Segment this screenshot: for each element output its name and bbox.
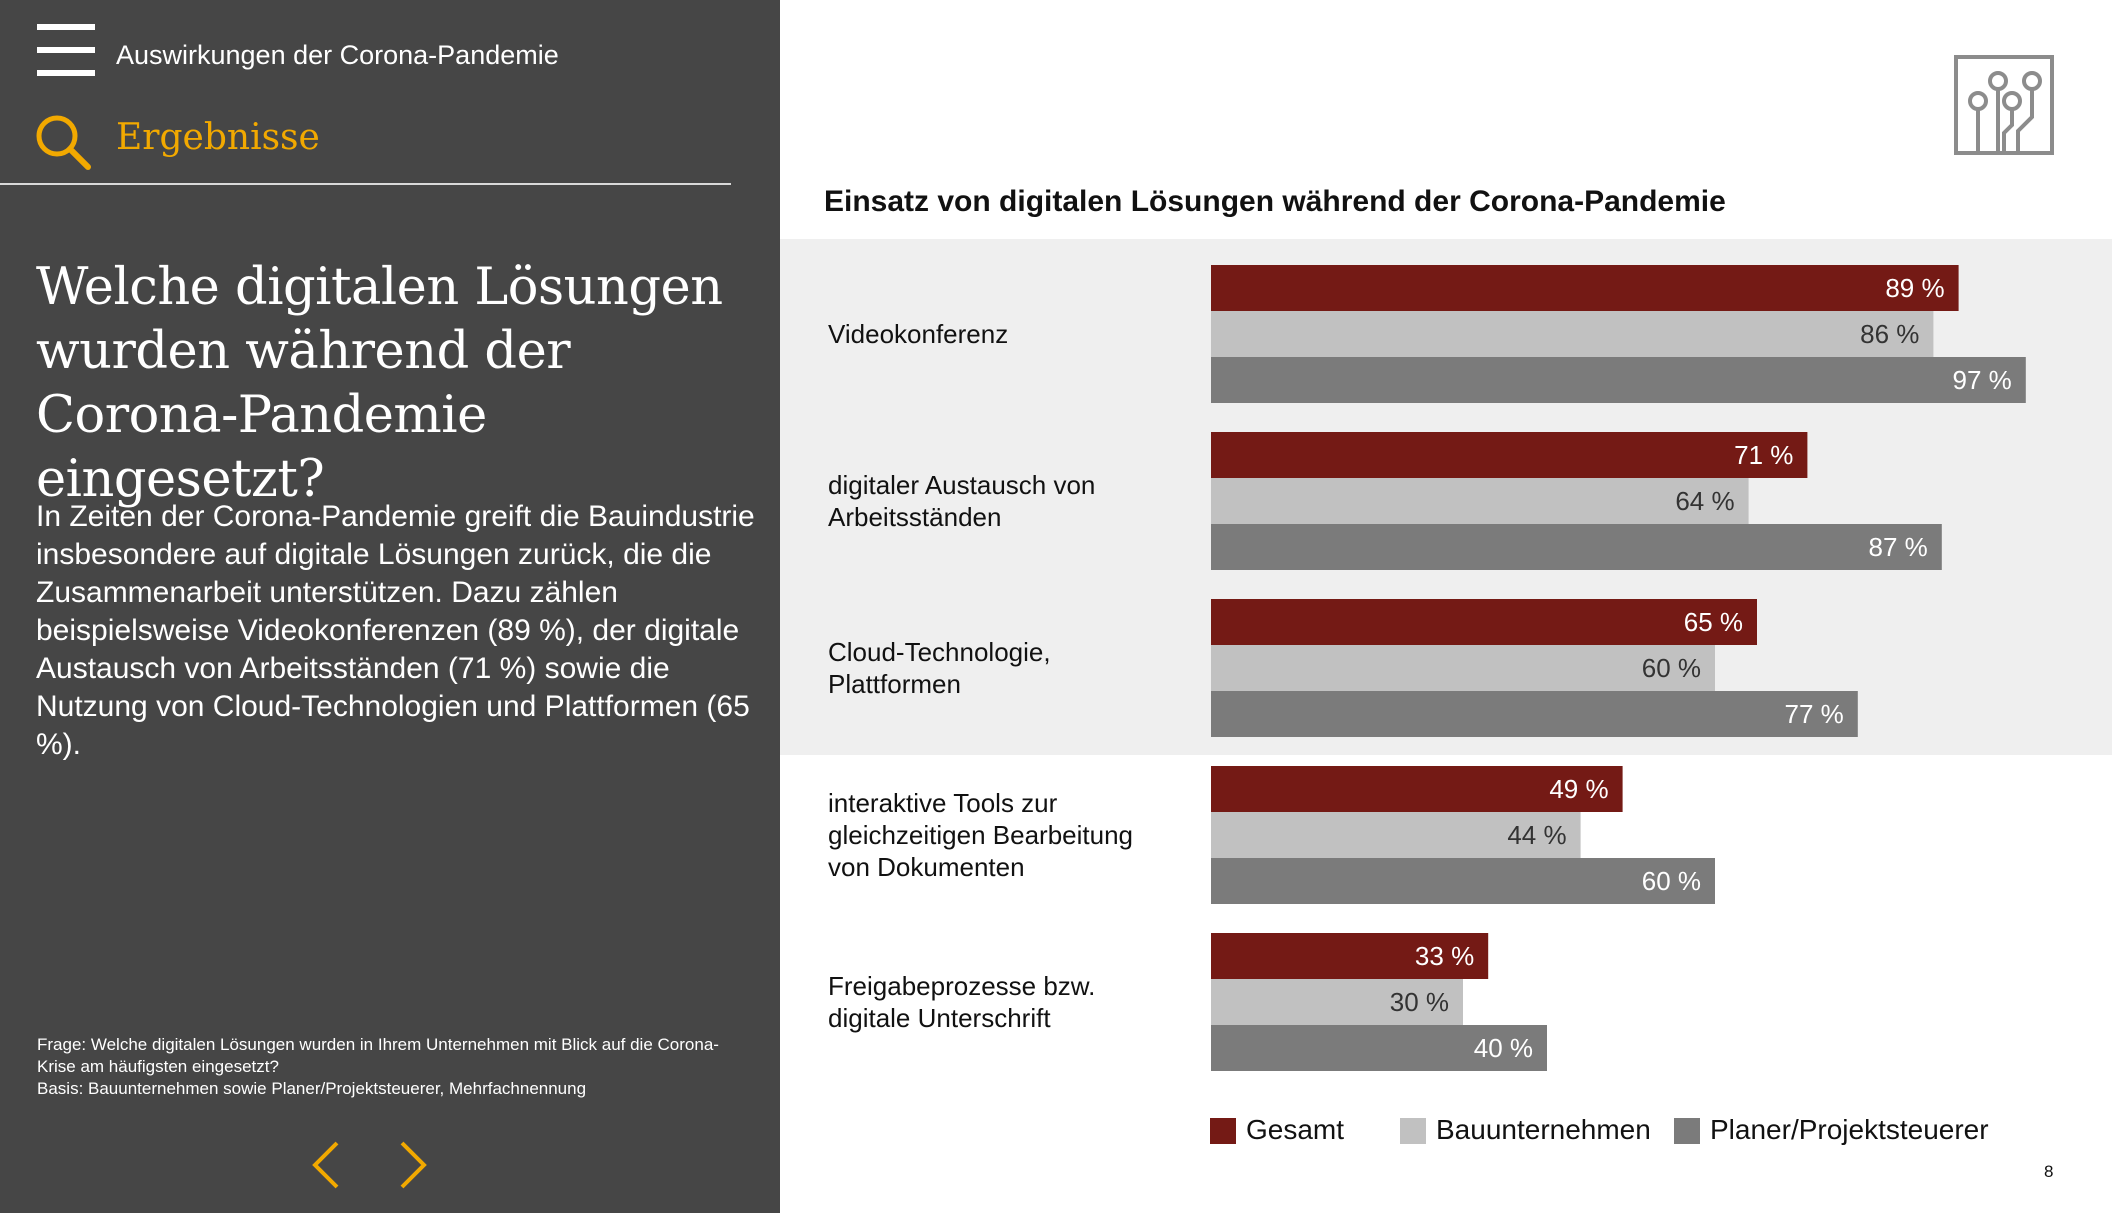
chevron-left-icon[interactable]: [307, 1140, 347, 1190]
bar: [1211, 432, 1808, 478]
chart-title: Einsatz von digitalen Lösungen während d…: [824, 185, 1726, 218]
bar: [1211, 524, 1942, 570]
bar-chart: Videokonferenz 89 % 86 % 97 % digitaler Aust…: [828, 265, 2026, 1071]
header-divider: [0, 183, 731, 185]
bar-value-label: 44 %: [1507, 820, 1566, 850]
bar: [1211, 478, 1749, 524]
legend-swatch: [1400, 1118, 1426, 1144]
bar-value-label: 71 %: [1734, 440, 1793, 470]
search-icon[interactable]: [34, 113, 92, 171]
bar: [1211, 357, 2026, 403]
legend-swatch: [1210, 1118, 1236, 1144]
category-label: Freigabeprozesse bzw. digitale Unterschri…: [828, 971, 1095, 1033]
page-number: 8: [2044, 1162, 2054, 1181]
bar: [1211, 979, 1463, 1025]
bar-value-label: 87 %: [1869, 532, 1928, 562]
bar-value-label: 60 %: [1642, 653, 1701, 683]
bar-value-label: 30 %: [1390, 987, 1449, 1017]
bar-value-label: 40 %: [1474, 1033, 1533, 1063]
bar-value-label: 89 %: [1885, 273, 1944, 303]
bar: [1211, 311, 1934, 357]
category-label: digitaler Austausch von Arbeitsständen: [828, 470, 1095, 532]
results-label: Ergebnisse: [116, 117, 320, 158]
bar: [1211, 691, 1858, 737]
category-label: interaktive Tools zur gleichzeitigen Bear…: [828, 788, 1133, 882]
bar: [1211, 599, 1757, 645]
footnote-question: Frage: Welche digitalen Lösungen wurden …: [37, 1035, 719, 1076]
bar: [1211, 858, 1715, 904]
bar-value-label: 65 %: [1684, 607, 1743, 637]
chevron-right-icon[interactable]: [392, 1140, 432, 1190]
left-panel: Auswirkungen der Corona-Pandemie Ergebni…: [0, 0, 780, 1213]
bar: [1211, 645, 1715, 691]
circuit-icon: [1954, 55, 2054, 155]
bar: [1211, 933, 1489, 979]
section-title: Auswirkungen der Corona-Pandemie: [116, 40, 559, 70]
main-question-heading: Welche digitalen Lösungen wurden während…: [36, 258, 723, 509]
intro-paragraph: In Zeiten der Corona-Pandemie greift die…: [36, 500, 755, 761]
legend-label: Bauunternehmen: [1436, 1114, 1651, 1145]
hamburger-menu-icon[interactable]: [37, 24, 95, 76]
footnote-basis: Basis: Bauunternehmen sowie Planer/Proje…: [37, 1079, 587, 1098]
bar-value-label: 86 %: [1860, 319, 1919, 349]
bar-value-label: 60 %: [1642, 866, 1701, 896]
legend-label: Planer/Projektsteuerer: [1710, 1114, 1989, 1145]
legend-label: Gesamt: [1246, 1114, 1345, 1145]
bar: [1211, 812, 1581, 858]
legend-swatch: [1674, 1118, 1700, 1144]
category-label: Videokonferenz: [828, 319, 1008, 349]
bar-value-label: 97 %: [1953, 365, 2012, 395]
bar-value-label: 77 %: [1785, 699, 1844, 729]
bar: [1211, 766, 1623, 812]
bar-value-label: 49 %: [1549, 774, 1608, 804]
category-label: Cloud-Technologie, Plattformen: [828, 637, 1051, 699]
footnote: Frage: Welche digitalen Lösungen wurden …: [37, 1034, 737, 1100]
bar-value-label: 64 %: [1675, 486, 1734, 516]
bar: [1211, 1025, 1547, 1071]
bar: [1211, 265, 1959, 311]
bar-value-label: 33 %: [1415, 941, 1474, 971]
